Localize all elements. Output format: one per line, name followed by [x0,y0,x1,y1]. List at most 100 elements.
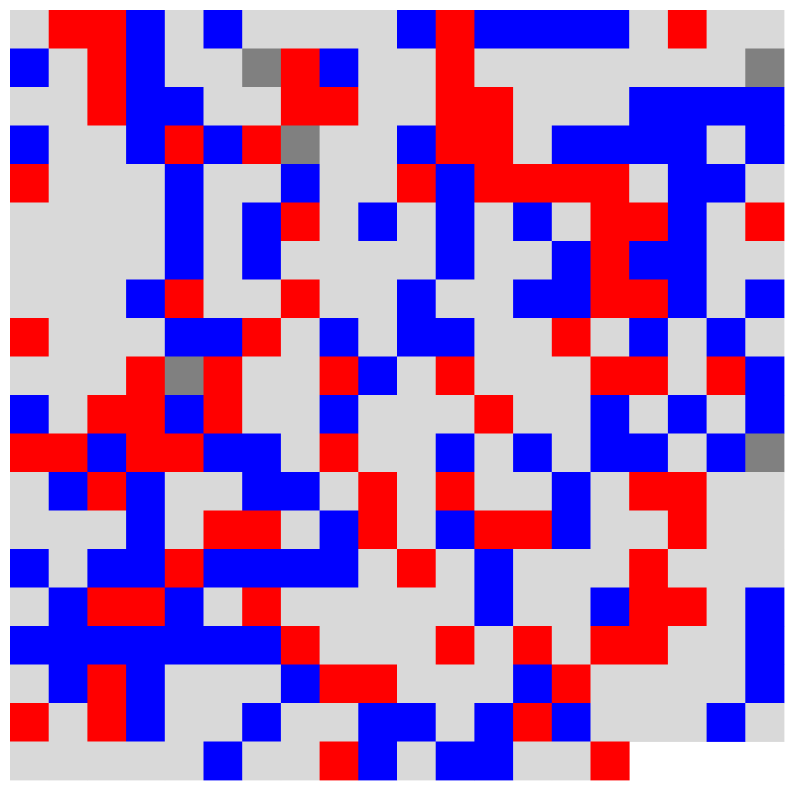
cell [397,241,437,280]
cell [435,10,475,49]
cell [164,10,204,49]
cell [667,395,707,434]
cell [280,125,320,165]
cell [126,664,166,704]
cell [203,626,243,665]
cell [87,664,127,704]
cell [435,164,475,203]
cell [203,279,243,319]
cell [551,395,591,434]
cell [435,318,475,357]
cell [551,703,591,742]
cell [280,202,320,242]
cell [474,703,514,742]
cell [280,626,320,665]
cell [358,356,398,396]
cell [435,279,475,319]
cell [706,48,746,88]
cell [126,395,166,434]
cell [397,433,437,473]
cell [513,626,553,665]
cell [667,626,707,665]
cell [10,318,50,357]
cell [474,741,514,781]
cell [397,202,437,242]
cell [126,164,166,203]
cell [48,587,88,627]
cell [10,10,50,49]
cell [745,10,785,49]
cell [48,87,88,126]
cell [474,472,514,511]
cell [745,202,785,242]
cell [10,741,50,781]
cell [280,587,320,627]
cell [629,472,669,511]
cell [551,433,591,473]
cell [474,125,514,165]
cell [706,703,746,742]
cell [242,48,282,88]
cell [435,587,475,627]
cell [164,125,204,165]
cell [513,241,553,280]
cell [242,626,282,665]
cell [242,125,282,165]
cell [10,664,50,704]
cell [87,279,127,319]
cell [474,549,514,588]
cell [319,279,359,319]
cell [513,433,553,473]
cell [513,741,553,781]
cell [164,626,204,665]
cell [10,48,50,88]
cell [745,279,785,319]
cell [358,626,398,665]
cell [435,202,475,242]
cell [551,356,591,396]
cell [706,318,746,357]
cell [319,664,359,704]
cell [87,472,127,511]
cell [435,510,475,550]
cell [629,279,669,319]
cell [551,279,591,319]
cell [358,472,398,511]
cell [629,241,669,280]
cell [745,626,785,665]
cell [397,703,437,742]
cell [590,87,630,126]
cell [280,48,320,88]
cell [10,472,50,511]
cell [629,87,669,126]
cell [280,664,320,704]
cell [203,549,243,588]
cell [10,202,50,242]
cell [706,125,746,165]
cell [551,125,591,165]
cell [474,433,514,473]
cell [10,241,50,280]
cell [126,87,166,126]
cell [126,202,166,242]
cell [358,703,398,742]
cell [745,703,785,742]
cell [397,10,437,49]
cell [474,510,514,550]
cell [397,510,437,550]
cell [551,202,591,242]
cell [319,356,359,396]
cell [706,279,746,319]
cell [358,10,398,49]
cell [48,10,88,49]
cell [280,279,320,319]
cell [435,356,475,396]
cell [87,48,127,88]
cell [280,703,320,742]
cell [667,587,707,627]
cell [358,395,398,434]
cell [590,164,630,203]
cell [358,125,398,165]
cell [590,125,630,165]
cell [10,87,50,126]
